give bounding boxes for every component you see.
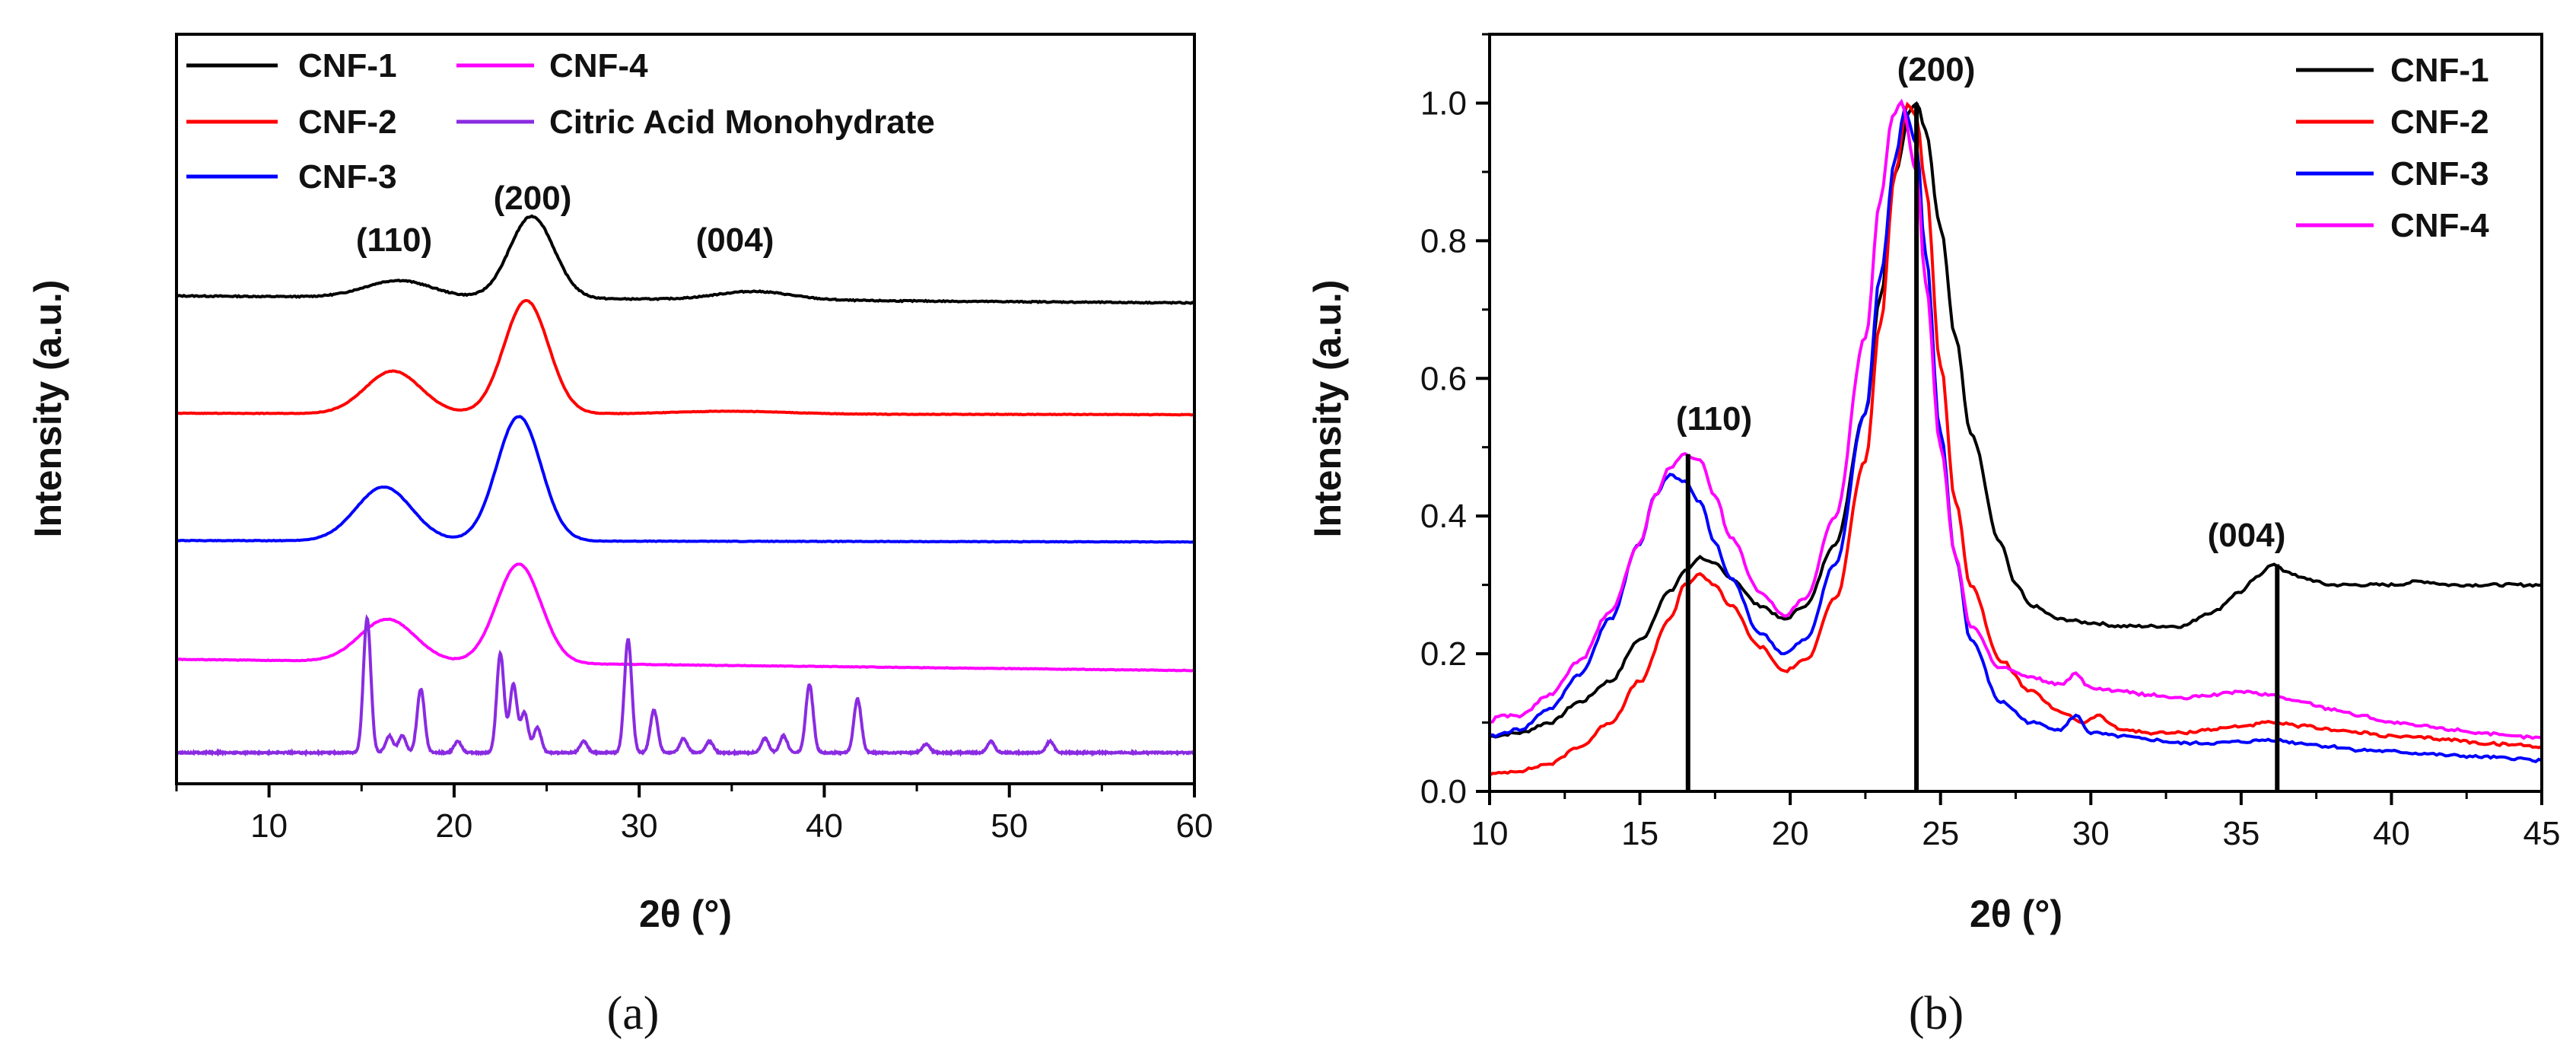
panel-a-legend-label-cnf3: CNF-3 <box>298 158 397 196</box>
panel-a-x-tick-label: 40 <box>806 807 843 845</box>
panel-b-y-tick-label: 0.4 <box>1420 498 1467 535</box>
panel-b-x-tick-label: 45 <box>2524 815 2561 852</box>
panel-b-legend: CNF-1 CNF-2 CNF-3 CNF-4 <box>2296 52 2489 244</box>
panel-a-chart: 10 20 30 40 50 60 2θ (°) Intensity (a.u.) CNF… <box>27 33 1213 1039</box>
panel-b-y-axis-title: Intensity (a.u.) <box>1306 280 1349 538</box>
panel-a-peak-label-200: (200) <box>494 180 572 217</box>
panel-b-legend-label-cnf2: CNF-2 <box>2390 103 2489 141</box>
panel-b-series-cnf-3 <box>1489 104 2543 763</box>
panel-b-series-cnf-4 <box>1489 98 2543 740</box>
panel-b-legend-label-cnf3: CNF-3 <box>2390 155 2489 193</box>
panel-a-series-citric-acid-monohydrate <box>175 614 1196 757</box>
panel-a-legend-label-citric: Citric Acid Monohydrate <box>549 103 935 141</box>
panel-a-x-axis-title: 2θ (°) <box>639 893 732 935</box>
panel-a-series-group <box>175 214 1196 757</box>
panel-b-x-tick-label: 30 <box>2072 815 2110 852</box>
panel-a-legend-label-cnf2: CNF-2 <box>298 103 397 141</box>
panel-b-chart: 10 15 20 25 30 35 40 45 0.0 0.2 0.4 0.6 0.8 1.0 2θ (… <box>1306 33 2561 1039</box>
panel-a-x-tick-label: 60 <box>1176 807 1213 845</box>
panel-b-x-axis-title: 2θ (°) <box>1970 893 2062 935</box>
panel-a-series-cnf-3 <box>176 415 1194 544</box>
panel-a-legend-label-cnf4: CNF-4 <box>549 47 648 84</box>
panel-b-x-tick-label: 40 <box>2373 815 2410 852</box>
panel-b-y-tick-label: 0.8 <box>1420 222 1467 259</box>
panel-a-x-tick-label: 10 <box>250 807 288 845</box>
panel-b-y-tick-label: 1.0 <box>1420 84 1467 122</box>
panel-b-series-cnf-2 <box>1489 101 2543 777</box>
panel-b-x-tick-label: 10 <box>1471 815 1509 852</box>
panel-a-series-cnf-4 <box>176 562 1194 673</box>
panel-b-x-tick-label: 25 <box>1922 815 1959 852</box>
panel-b-peak-label-004: (004) <box>2208 517 2286 554</box>
panel-b-label: (b) <box>1909 988 1964 1039</box>
panel-a-y-axis-title: Intensity (a.u.) <box>27 280 69 538</box>
panel-b-y-tick-label: 0.2 <box>1420 635 1467 673</box>
panel-a-x-tick-label: 20 <box>435 807 472 845</box>
panel-a-x-ticks: 10 20 30 40 50 60 <box>175 784 1213 845</box>
panel-b-peak-markers <box>1685 103 2280 791</box>
panel-b-series-group <box>1489 98 2543 777</box>
panel-a-legend-label-cnf1: CNF-1 <box>298 47 397 84</box>
panel-b-series-cnf-1 <box>1489 100 2543 739</box>
panel-b-legend-label-cnf1: CNF-1 <box>2390 52 2489 89</box>
panel-a-peak-label-110: (110) <box>356 221 432 259</box>
panel-a-plot-frame <box>175 33 1196 785</box>
panel-b-x-ticks: 10 15 20 25 30 35 40 45 <box>1471 791 2561 852</box>
panel-b-x-tick-label: 35 <box>2222 815 2260 852</box>
panel-a-series-cnf-2 <box>176 298 1194 417</box>
panel-b-peak-label-200: (200) <box>1897 51 1976 88</box>
panel-b-y-tick-label: 0.6 <box>1420 360 1467 397</box>
panel-a-label: (a) <box>607 988 660 1039</box>
panel-a-series-cnf-1 <box>176 214 1195 305</box>
panel-a-x-tick-label: 50 <box>991 807 1028 845</box>
panel-a-x-tick-label: 30 <box>621 807 658 845</box>
panel-a-peak-label-004: (004) <box>696 221 774 259</box>
panel-b-y-tick-label: 0.0 <box>1420 773 1467 810</box>
panel-b-x-tick-label: 20 <box>1772 815 1809 852</box>
panel-b-y-ticks: 0.0 0.2 0.4 0.6 0.8 1.0 <box>1420 33 1490 810</box>
panel-b-legend-label-cnf4: CNF-4 <box>2390 207 2489 244</box>
panel-a-legend: CNF-1 CNF-4 CNF-2 Citric Acid Monohydrat… <box>186 47 935 196</box>
panel-b-peak-label-110: (110) <box>1676 400 1752 438</box>
panel-b-x-tick-label: 15 <box>1621 815 1658 852</box>
